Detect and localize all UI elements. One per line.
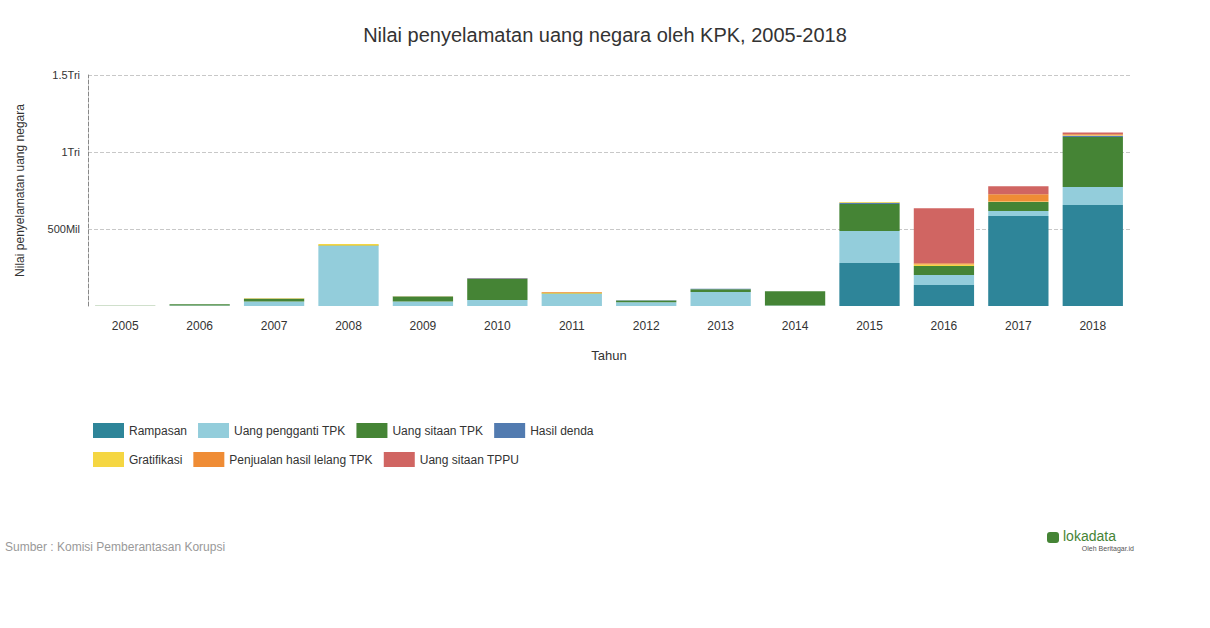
svg-text:Tahun: Tahun xyxy=(591,348,626,363)
svg-text:Oleh Beritagar.id: Oleh Beritagar.id xyxy=(1082,545,1134,553)
svg-text:2012: 2012 xyxy=(633,319,660,333)
svg-text:2016: 2016 xyxy=(931,319,958,333)
svg-text:Uang sitaan TPPU: Uang sitaan TPPU xyxy=(420,453,519,467)
svg-text:2009: 2009 xyxy=(410,319,437,333)
svg-text:Uang pengganti TPK: Uang pengganti TPK xyxy=(234,424,345,438)
svg-text:Sumber : Komisi Pemberantasan: Sumber : Komisi Pemberantasan Korupsi xyxy=(5,540,225,554)
svg-text:2010: 2010 xyxy=(484,319,511,333)
svg-text:1Tri: 1Tri xyxy=(61,146,80,158)
svg-text:2013: 2013 xyxy=(707,319,734,333)
svg-text:Nilai penyelamatan uang negara: Nilai penyelamatan uang negara oleh KPK,… xyxy=(363,24,847,46)
svg-text:lokadata: lokadata xyxy=(1063,528,1116,544)
svg-text:2018: 2018 xyxy=(1079,319,1106,333)
svg-text:2015: 2015 xyxy=(856,319,883,333)
svg-text:2008: 2008 xyxy=(335,319,362,333)
svg-text:500Mil: 500Mil xyxy=(48,223,80,235)
svg-text:2007: 2007 xyxy=(261,319,288,333)
svg-text:2011: 2011 xyxy=(559,319,585,333)
svg-text:2006: 2006 xyxy=(186,319,213,333)
svg-text:Penjualan hasil lelang TPK: Penjualan hasil lelang TPK xyxy=(229,453,372,467)
svg-text:2014: 2014 xyxy=(782,319,809,333)
svg-text:Uang sitaan TPK: Uang sitaan TPK xyxy=(392,424,483,438)
svg-text:Rampasan: Rampasan xyxy=(129,424,187,438)
svg-text:2005: 2005 xyxy=(112,319,139,333)
svg-text:Hasil denda: Hasil denda xyxy=(530,424,594,438)
svg-text:Nilai penyelamatan uang negara: Nilai penyelamatan uang negara xyxy=(13,104,27,277)
svg-text:2017: 2017 xyxy=(1005,319,1032,333)
svg-text:Gratifikasi: Gratifikasi xyxy=(129,453,182,467)
svg-text:1.5Tri: 1.5Tri xyxy=(52,69,80,81)
